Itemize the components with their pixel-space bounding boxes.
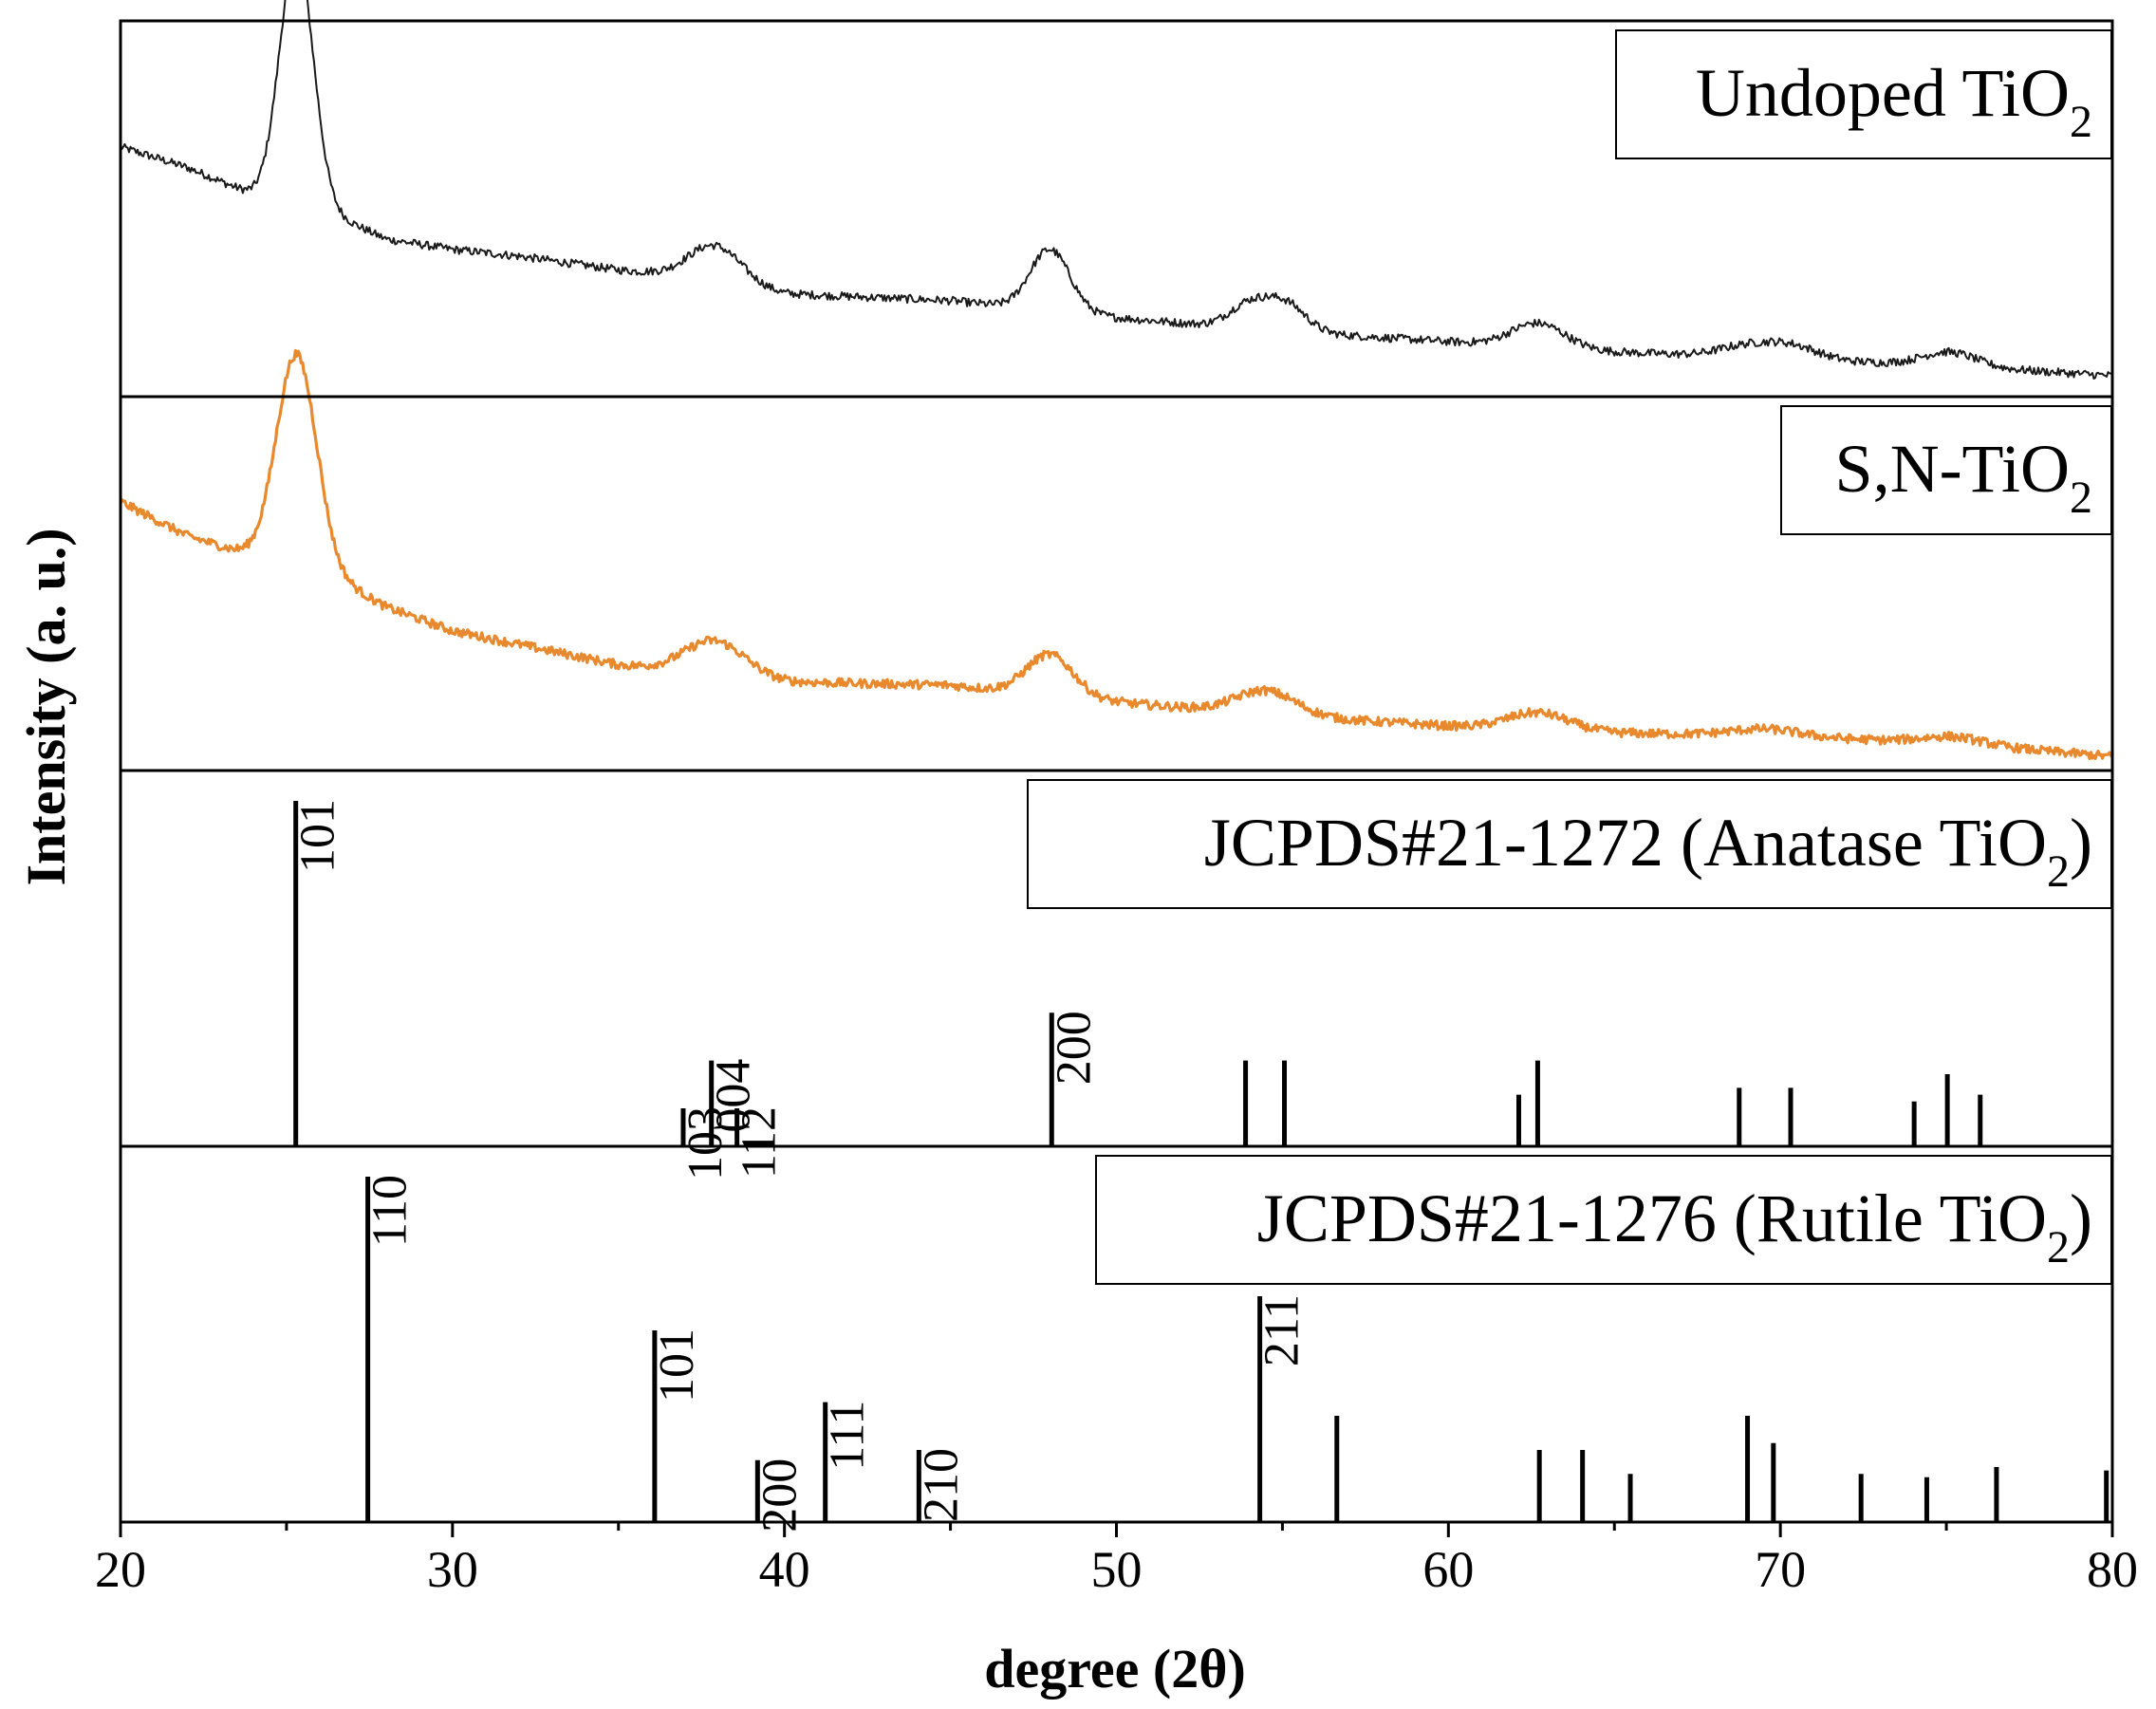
- legend-label-3: JCPDS#21-1272 (Anatase TiO2): [1204, 805, 2092, 897]
- x-tick-label: 80: [2087, 1541, 2138, 1598]
- hkl-label: 200: [753, 1458, 807, 1533]
- legend-label-2: S,N-TiO2: [1835, 431, 2092, 523]
- x-axis-title: degree (2θ): [984, 1638, 1246, 1700]
- panel-2: S,N-TiO2: [119, 348, 2113, 761]
- hkl-label: 103: [678, 1106, 733, 1180]
- legend-label-4: JCPDS#21-1276 (Rutile TiO2): [1257, 1180, 2092, 1272]
- hkl-label: 200: [1047, 1011, 1101, 1085]
- series-line-1: [120, 0, 2112, 380]
- panel-4: 110 101 200 111 210 211 JCPDS#21-1276 (Rutile …: [363, 1155, 2112, 1533]
- series-line-2: [119, 348, 2113, 761]
- hkl-label: 101: [291, 799, 345, 873]
- hkl-label: 110: [363, 1175, 418, 1247]
- hkl-label: 111: [821, 1401, 875, 1471]
- hkl-label: 210: [914, 1448, 968, 1522]
- legend-box-3: [1027, 779, 2112, 909]
- legend-label-1: Undoped TiO2: [1696, 55, 2092, 147]
- legend-box-2: [1780, 405, 2112, 535]
- hkl-label: 101: [650, 1328, 704, 1402]
- x-tick-label: 40: [759, 1541, 810, 1598]
- x-tick-label: 20: [95, 1541, 146, 1598]
- x-tick-label: 70: [1755, 1541, 1806, 1598]
- hkl-label: 112: [733, 1106, 787, 1179]
- x-tick-label: 60: [1422, 1541, 1474, 1598]
- legend-box-4: [1095, 1155, 2112, 1285]
- x-tick-label: 30: [427, 1541, 478, 1598]
- y-axis-title: Intensity (a. u.): [15, 528, 77, 885]
- x-tick-label: 50: [1091, 1541, 1143, 1598]
- hkl-label: 211: [1255, 1294, 1310, 1366]
- panel-1: Undoped TiO2: [120, 0, 2112, 380]
- hkl-label: 004: [707, 1059, 761, 1133]
- legend-box-1: [1615, 29, 2112, 159]
